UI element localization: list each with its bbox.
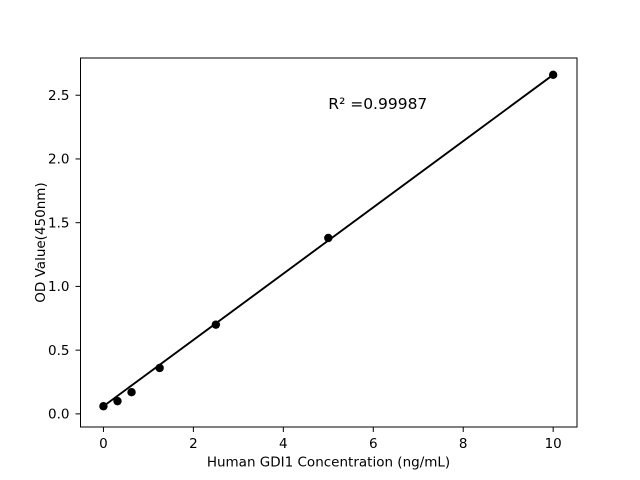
data-point (211, 320, 221, 329)
y-tick-label: 2.0 (48, 152, 69, 168)
y-tick-label: 0.0 (48, 407, 69, 423)
x-tick-label: 6 (369, 436, 378, 452)
x-axis-label: Human GDI1 Concentration (ng/mL) (207, 455, 450, 471)
x-tick-label: 10 (545, 436, 562, 452)
plot-area: 0 2 4 6 8 10 0.0 0.5 1.0 1.5 2.0 2.5 (48, 57, 578, 452)
data-point (99, 402, 108, 411)
y-tick-label: 2.5 (48, 88, 69, 104)
axes-spines (80, 57, 578, 428)
x-tick-label: 4 (279, 436, 288, 452)
data-point (127, 388, 136, 397)
r-squared-annotation: R² =0.99987 (328, 95, 427, 113)
x-tick-label: 2 (189, 436, 198, 452)
y-tick-label: 0.5 (48, 343, 69, 359)
x-tick-label: 8 (459, 436, 468, 452)
x-tick-label: 0 (99, 436, 108, 452)
data-point (324, 233, 333, 243)
data-point (548, 70, 558, 80)
data-point (113, 396, 122, 406)
data-point (155, 363, 164, 373)
y-tick-label: 1.0 (48, 279, 69, 295)
y-tick-label: 1.5 (48, 215, 69, 231)
y-axis-label: OD Value(450nm) (33, 182, 49, 302)
